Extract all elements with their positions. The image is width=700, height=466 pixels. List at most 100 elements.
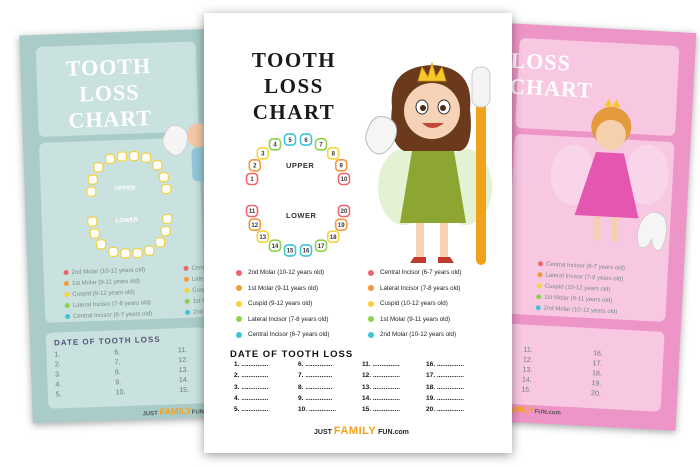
legend-dot-icon <box>537 272 543 278</box>
left-sheet-title: TOOTH LOSS CHART <box>65 52 153 133</box>
lower-tooth: 12 <box>248 218 262 231</box>
date-entry[interactable]: 12. ............... <box>362 372 400 380</box>
upper-tooth: 7 <box>314 138 328 151</box>
left-lower-label: LOWER <box>116 217 139 224</box>
date-entry[interactable]: 20. ............... <box>426 406 464 414</box>
left-legend: 2nd Molar (10-12 years old) 1st Molar (9… <box>63 267 153 325</box>
svg-text:12: 12 <box>251 223 258 229</box>
date-column: 16. ............... 17. ............... 18… <box>426 361 490 417</box>
lower-tooth: 11 <box>245 204 259 218</box>
tooth-fairy-illustration <box>365 61 492 265</box>
legend-dot-icon <box>236 269 242 276</box>
date-column: 11. ............... 12. ............... 13… <box>362 361 426 417</box>
legend-label: Lateral Incisor (7-8 years old) <box>248 315 329 323</box>
brand-logo: JUST FAMILY FUN.com <box>314 425 409 437</box>
legend-item: 2nd Molar (10-12 years old) <box>236 265 330 281</box>
legend-dot-icon <box>236 316 242 323</box>
legend-dot-icon <box>368 331 374 338</box>
date-entry[interactable]: 17. ............... <box>426 372 464 380</box>
svg-text:10: 10 <box>341 177 348 183</box>
lower-tooth: 18 <box>326 230 340 244</box>
date-entry[interactable]: 13. ............... <box>362 383 400 391</box>
legend-right: Central Incisor (6-7 years old) Lateral I… <box>368 265 462 343</box>
upper-jaw-label: UPPER <box>286 161 315 170</box>
legend-dot-icon <box>184 287 190 293</box>
upper-tooth: 2 <box>248 159 262 172</box>
svg-text:9: 9 <box>340 164 344 170</box>
right-legend: Central Incisor (6-7 years old) Lateral … <box>535 261 625 320</box>
legend-dot-icon <box>183 276 189 282</box>
legend-dot-icon <box>535 305 541 311</box>
legend-label: 2nd Molar (10-12 years old) <box>248 269 325 277</box>
date-entry[interactable]: 3. ............... <box>234 383 269 391</box>
legend-dot-icon <box>536 283 542 289</box>
legend-dot-icon <box>65 313 71 320</box>
date-entry[interactable]: 14. ............... <box>362 394 400 402</box>
legend-item: Cuspid (9-12 years old) <box>236 296 330 312</box>
date-entry[interactable]: 1. ............... <box>234 361 269 368</box>
legend-item: Lateral Incisor (7-8 years old) <box>368 281 462 297</box>
svg-text:13: 13 <box>259 235 266 241</box>
center-chart-sheet: TOOTH LOSS CHART 1 2 3 4 5 6 7 8 9 10 11 12 13 14 15 16… <box>204 13 512 453</box>
date-entry[interactable]: 10. ............... <box>298 406 336 414</box>
legend-item: 1st Molar (9-11 years old) <box>368 312 462 328</box>
date-entry[interactable]: 19. ............... <box>426 394 464 402</box>
svg-text:8: 8 <box>332 151 336 157</box>
svg-text:6: 6 <box>304 138 308 144</box>
lower-tooth: 19 <box>334 218 348 231</box>
lower-tooth: 14 <box>268 239 282 252</box>
left-legend-item: Central Incisor (6-7 years old) <box>65 311 152 325</box>
date-entry[interactable]: 4. ............... <box>234 394 269 402</box>
legend-dot-icon <box>236 300 242 307</box>
left-upper-label: UPPER <box>115 186 137 193</box>
legend-label: Lateral Incisor (7-8 years old) <box>380 284 461 292</box>
legend-item: Lateral Incisor (7-8 years old) <box>236 312 330 328</box>
upper-tooth: 6 <box>299 133 313 146</box>
legend-dot-icon <box>184 309 191 315</box>
right-date-section: 11. 12. 13. 14. 15. 16. 17. 18. 19. 20. <box>521 346 604 398</box>
upper-tooth: 1 <box>245 172 259 186</box>
svg-text:1: 1 <box>250 177 254 183</box>
legend-dot-icon <box>236 331 242 338</box>
legend-dot-icon <box>184 298 190 304</box>
date-column: 6. ............... 7. ............... 8. .… <box>298 361 362 417</box>
right-fairy-illustration <box>550 98 669 251</box>
date-entry[interactable]: 8. ............... <box>298 383 333 391</box>
legend-dot-icon <box>537 261 544 267</box>
svg-text:5: 5 <box>288 138 292 144</box>
upper-tooth: 5 <box>283 133 297 146</box>
lower-jaw-label: LOWER <box>286 211 317 220</box>
legend-dot-icon <box>536 294 542 300</box>
upper-tooth: 10 <box>337 172 351 186</box>
date-entry[interactable]: 5. ............... <box>234 406 269 414</box>
legend-dot-icon <box>183 265 189 271</box>
svg-text:4: 4 <box>273 143 277 149</box>
date-entry[interactable]: 2. ............... <box>234 372 269 380</box>
date-entry[interactable]: 15. ............... <box>362 406 400 414</box>
svg-text:7: 7 <box>319 143 323 149</box>
date-entry[interactable]: 11. ............... <box>362 361 400 368</box>
legend-item: 1st Molar (9-11 years old) <box>236 281 330 297</box>
left-date-section: DATE OF TOOTH LOSS 1. 2. 3. 4. 5. 6. 7. 8. 9. 10… <box>53 334 190 399</box>
date-entry[interactable]: 7. ............... <box>298 372 333 380</box>
legend-dot-icon <box>368 269 374 276</box>
legend-label: Cuspid (10-12 years old) <box>380 300 448 308</box>
date-entry[interactable]: 6. ............... <box>298 361 333 368</box>
legend-dot-icon <box>368 300 374 307</box>
svg-text:2: 2 <box>253 164 257 170</box>
legend-label: 2nd Molar (10-12 years old) <box>380 331 457 339</box>
date-entry[interactable]: 18. ............... <box>426 383 464 391</box>
lower-tooth: 13 <box>256 230 270 244</box>
legend-label: Central Incisor (6-7 years old) <box>380 269 462 277</box>
date-entry[interactable]: 9. ............... <box>298 394 333 402</box>
date-entry[interactable]: 16. ............... <box>426 361 464 368</box>
legend-dot-icon <box>63 269 69 276</box>
legend-dot-icon <box>63 280 70 287</box>
lower-tooth: 17 <box>314 239 328 252</box>
legend-dot-icon <box>368 316 374 323</box>
upper-tooth: 4 <box>268 138 282 151</box>
upper-tooth: 9 <box>334 159 348 172</box>
date-of-tooth-loss-title: DATE OF TOOTH LOSS <box>230 349 354 360</box>
svg-text:3: 3 <box>261 151 265 157</box>
